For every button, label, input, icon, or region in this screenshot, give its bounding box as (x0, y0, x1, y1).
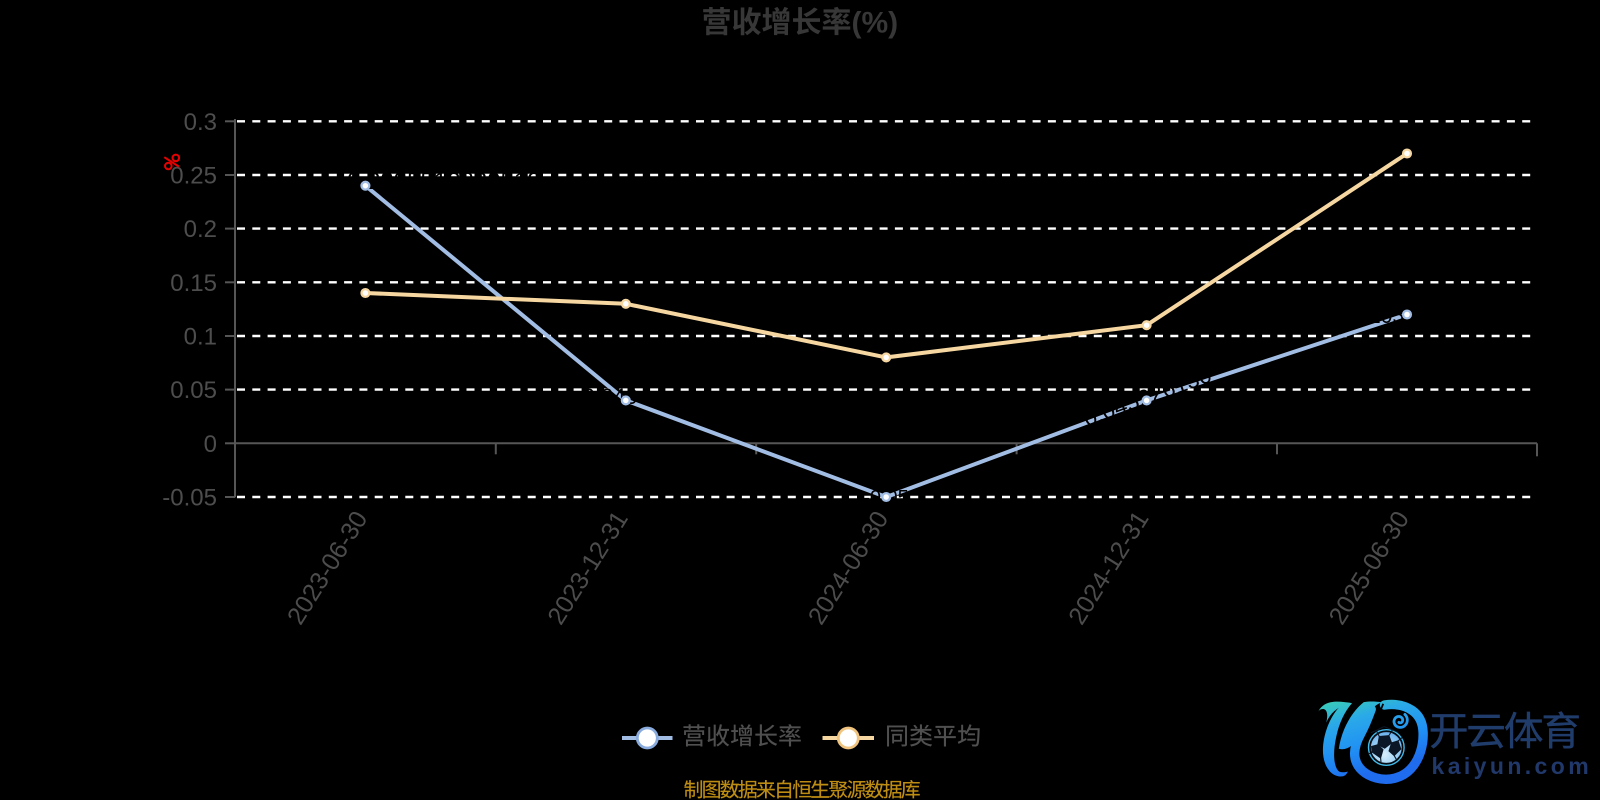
svg-text:0.3: 0.3 (184, 109, 217, 136)
svg-text:-0.05: -0.05 (162, 485, 217, 512)
svg-text:0.1: 0.1 (184, 324, 217, 351)
svg-text:0.2: 0.2 (184, 216, 217, 243)
svg-text:0: 0 (204, 431, 217, 458)
svg-text:0.15: 0.15 (170, 270, 217, 297)
svg-text:0.0404: 0.0404 (583, 384, 650, 409)
svg-text:0.05: 0.05 (170, 377, 217, 404)
svg-text:0.2395512820512: 0.2395512820512 (347, 168, 541, 195)
svg-text:0.1205: 0.1205 (1340, 305, 1404, 328)
svg-text:kaiyun.com: kaiyun.com (1432, 753, 1593, 779)
svg-text:(%): (%) (852, 7, 899, 40)
